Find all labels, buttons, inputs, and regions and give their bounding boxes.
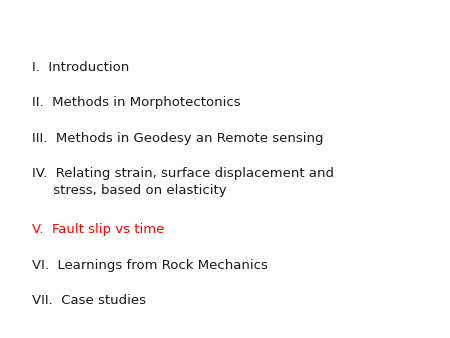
Text: VII.  Case studies: VII. Case studies — [32, 294, 145, 307]
Text: I.  Introduction: I. Introduction — [32, 61, 129, 74]
Text: VI.  Learnings from Rock Mechanics: VI. Learnings from Rock Mechanics — [32, 259, 267, 271]
Text: III.  Methods in Geodesy an Remote sensing: III. Methods in Geodesy an Remote sensin… — [32, 132, 323, 145]
Text: II.  Methods in Morphotectonics: II. Methods in Morphotectonics — [32, 96, 240, 109]
Text: V.  Fault slip vs time: V. Fault slip vs time — [32, 223, 164, 236]
Text: IV.  Relating strain, surface displacement and
     stress, based on elasticity: IV. Relating strain, surface displacemen… — [32, 167, 333, 197]
